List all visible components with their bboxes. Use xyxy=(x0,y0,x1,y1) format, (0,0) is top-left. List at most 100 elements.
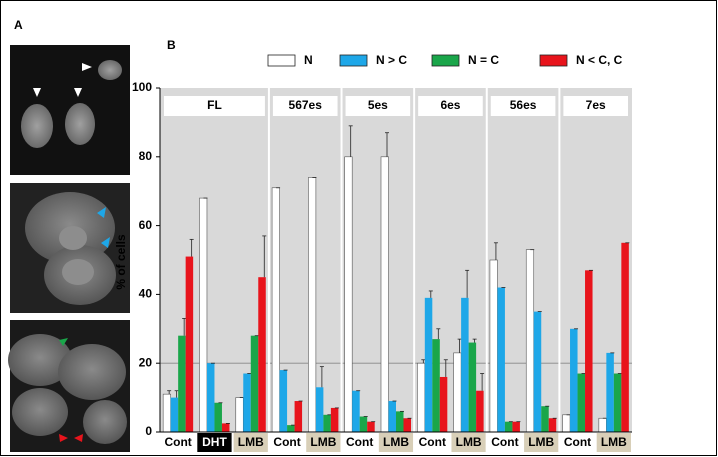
micrographs xyxy=(8,45,130,452)
arrowhead xyxy=(74,88,82,97)
bar xyxy=(271,187,280,433)
panel-header xyxy=(563,96,628,116)
x-tick-label: LMB xyxy=(383,435,409,449)
arrowhead xyxy=(59,338,68,346)
panel-label: A xyxy=(14,18,23,32)
bar xyxy=(548,418,557,432)
legend-label: N = C xyxy=(468,53,499,67)
category-box xyxy=(197,433,232,452)
bar xyxy=(235,397,244,433)
legend-swatch xyxy=(539,54,568,67)
panel-header xyxy=(272,96,338,116)
y-axis-label: % of cells xyxy=(114,234,128,290)
bar xyxy=(330,407,339,432)
bar xyxy=(294,401,303,432)
bar xyxy=(258,277,266,432)
bar xyxy=(424,297,433,432)
x-tick-label: LMB xyxy=(310,435,336,449)
bar xyxy=(323,414,331,432)
arrowhead xyxy=(101,237,110,248)
category-box xyxy=(524,433,559,452)
bar xyxy=(585,270,593,432)
y-tick-label: 0 xyxy=(145,424,152,438)
bar xyxy=(199,197,208,433)
arrowhead xyxy=(97,207,106,218)
bar xyxy=(439,376,448,432)
cell xyxy=(12,388,68,436)
arrowhead xyxy=(82,63,92,71)
y-tick-label: 20 xyxy=(139,355,153,369)
plot-area xyxy=(160,88,632,432)
bar xyxy=(388,401,396,432)
x-tick-label: LMB xyxy=(601,435,627,449)
bar xyxy=(170,397,179,432)
cell xyxy=(83,400,127,444)
bar xyxy=(243,373,251,432)
bar xyxy=(504,421,513,432)
bar xyxy=(598,417,607,433)
bar xyxy=(206,363,215,432)
panel-title: FL xyxy=(207,98,222,112)
x-tick-label: LMB xyxy=(528,435,554,449)
panel-header xyxy=(164,96,265,116)
bar xyxy=(214,402,222,432)
x-tick-label: LMB xyxy=(456,435,482,449)
bar xyxy=(476,390,484,432)
bar xyxy=(221,423,230,432)
bar xyxy=(185,256,194,432)
bar xyxy=(577,373,586,432)
panel-title: 5es xyxy=(368,98,388,112)
y-tick-label: 60 xyxy=(139,218,153,232)
x-tick-label: LMB xyxy=(238,435,264,449)
bar xyxy=(359,416,368,432)
category-box xyxy=(560,433,595,452)
bar xyxy=(606,352,614,432)
bar xyxy=(417,362,426,433)
panel-label: B xyxy=(167,38,176,52)
bar xyxy=(250,335,259,432)
category-box xyxy=(269,433,305,452)
panel-header xyxy=(490,96,556,116)
legend-swatch xyxy=(339,54,368,67)
panel-title: 7es xyxy=(586,98,606,112)
nucleus xyxy=(65,103,95,145)
bar xyxy=(621,242,629,432)
y-tick-label: 80 xyxy=(139,149,153,163)
bar xyxy=(570,328,578,432)
bar xyxy=(533,311,542,432)
bar xyxy=(461,297,469,432)
panel-title: 6es xyxy=(440,98,460,112)
arrowhead xyxy=(74,434,83,442)
x-tick-label: Cont xyxy=(273,435,300,449)
panel-header xyxy=(345,96,411,116)
bar xyxy=(468,342,477,432)
bar xyxy=(525,249,535,433)
x-tick-label: Cont xyxy=(419,435,446,449)
nucleus xyxy=(62,259,94,285)
category-box xyxy=(161,433,196,452)
bar xyxy=(380,156,389,433)
x-tick-label: Cont xyxy=(564,435,591,449)
y-tick-label: 100 xyxy=(132,80,152,94)
bar xyxy=(367,421,375,432)
legend-label: N < C, C xyxy=(576,53,623,67)
x-tick-label: Cont xyxy=(164,435,191,449)
legend-label: N xyxy=(304,53,313,67)
bar xyxy=(432,339,440,432)
category-box xyxy=(487,433,523,452)
bar xyxy=(279,370,288,432)
category-box xyxy=(233,433,268,452)
bar xyxy=(512,421,520,432)
bar xyxy=(403,418,411,432)
nucleus xyxy=(98,60,122,80)
bar xyxy=(308,177,317,433)
x-tick-label: DHT xyxy=(202,435,227,449)
category-box xyxy=(342,433,377,452)
bar xyxy=(287,425,295,432)
cell xyxy=(8,334,72,386)
bar xyxy=(453,352,462,433)
bar xyxy=(315,387,324,432)
category-box xyxy=(378,433,414,452)
bar xyxy=(396,411,404,432)
